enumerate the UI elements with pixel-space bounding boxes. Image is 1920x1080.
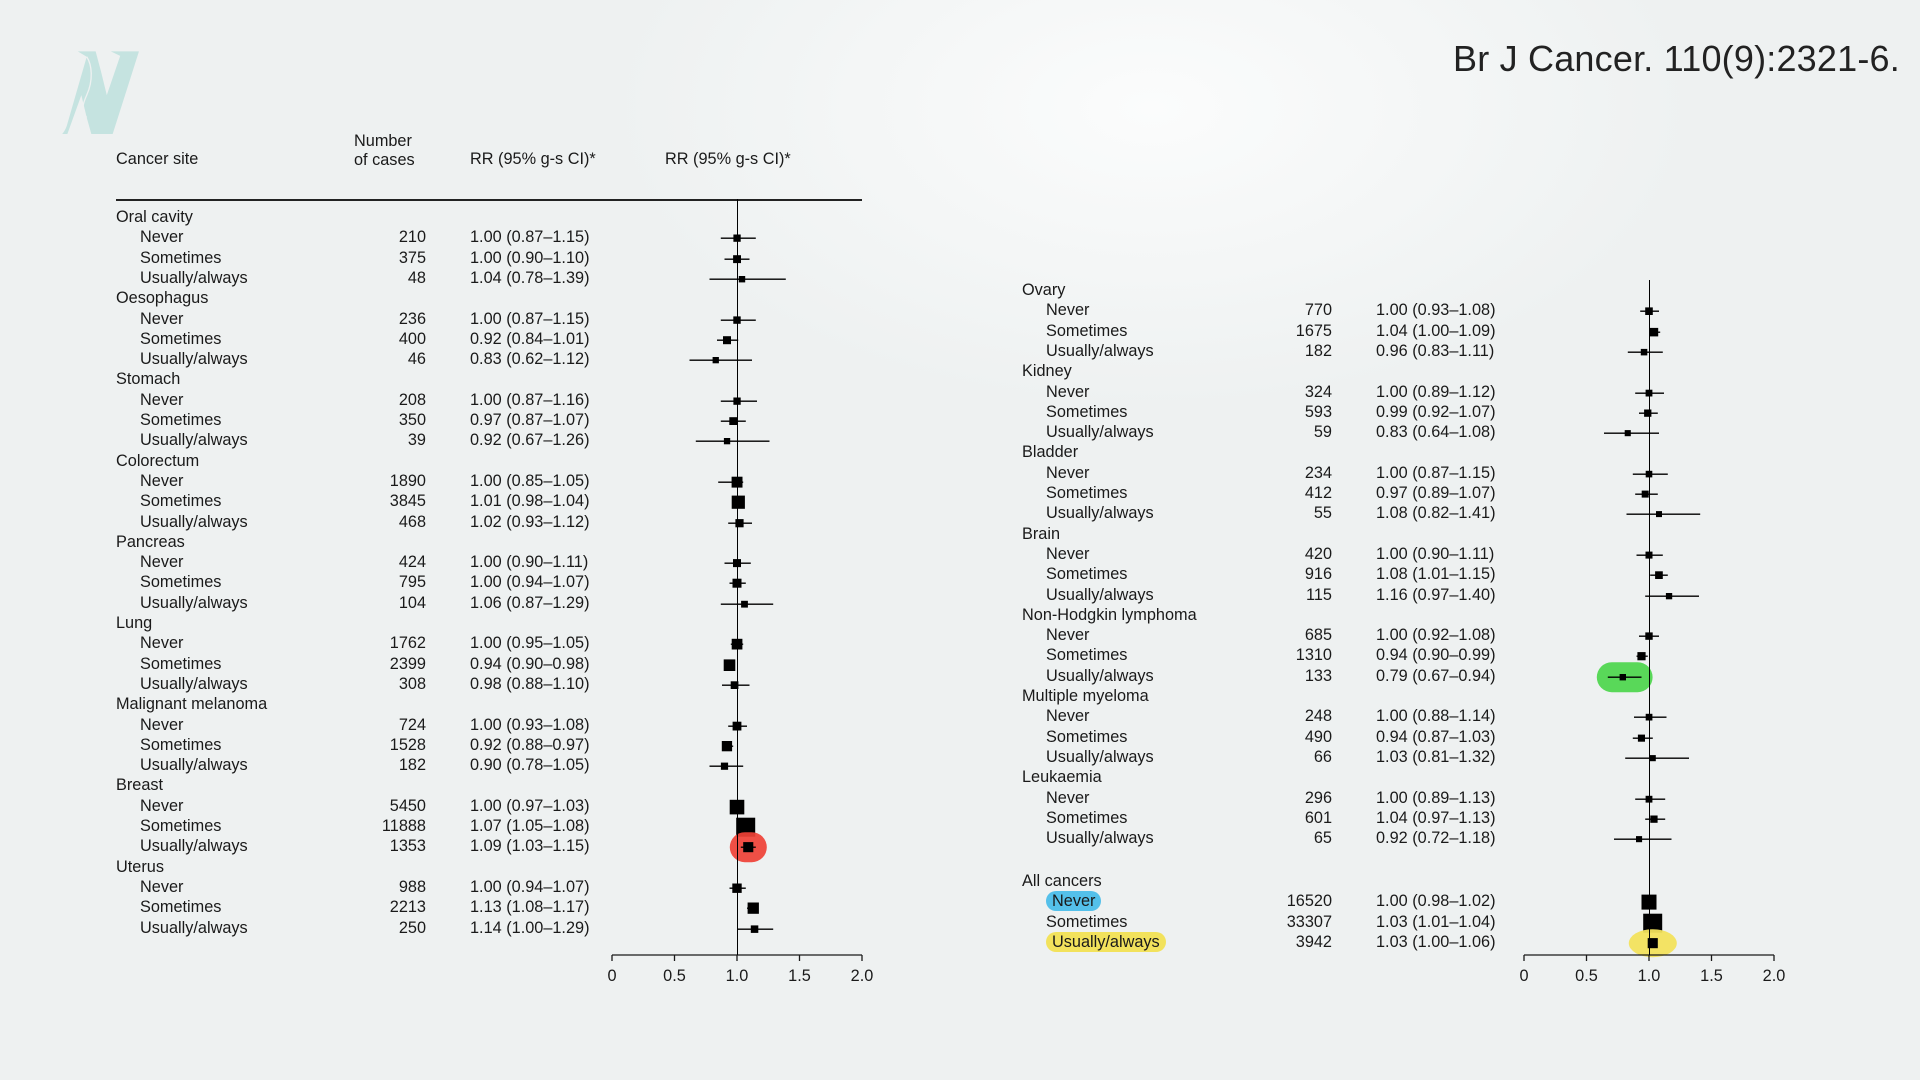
svg-text:0: 0 (607, 967, 616, 985)
svg-text:0: 0 (1519, 967, 1528, 985)
svg-text:1.0: 1.0 (1638, 967, 1661, 985)
svg-text:1.5: 1.5 (1700, 967, 1723, 985)
svg-text:2.0: 2.0 (1763, 967, 1786, 985)
svg-text:0.5: 0.5 (1575, 967, 1598, 985)
svg-text:1.5: 1.5 (788, 967, 811, 985)
svg-text:0.5: 0.5 (663, 967, 686, 985)
svg-text:2.0: 2.0 (851, 967, 874, 985)
svg-text:1.0: 1.0 (726, 967, 749, 985)
